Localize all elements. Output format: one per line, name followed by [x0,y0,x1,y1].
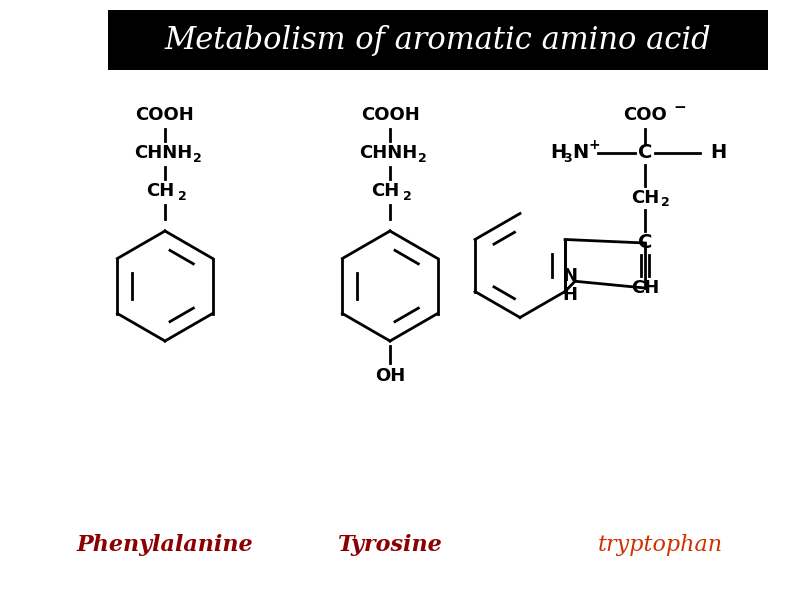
Text: 2: 2 [193,151,202,164]
Text: COOH: COOH [361,106,419,124]
Text: C: C [638,233,652,253]
Text: 2: 2 [661,196,670,209]
Bar [108,10,768,70]
Text: 3: 3 [563,152,572,166]
Text: Metabolism of aromatic amino acid: Metabolism of aromatic amino acid [165,25,711,55]
Text: CH: CH [631,279,659,297]
Text: H: H [550,143,566,163]
Text: COOH: COOH [136,106,194,124]
Text: N: N [572,143,588,163]
Text: CH: CH [146,182,174,200]
Text: 2: 2 [418,151,426,164]
Text: H: H [710,143,726,163]
Text: −: − [673,100,686,115]
Text: 2: 2 [178,190,186,202]
Text: C: C [638,143,652,163]
Text: H: H [562,286,578,304]
Text: CH: CH [371,182,399,200]
Text: CH: CH [631,189,659,207]
Text: N: N [562,267,578,285]
Text: COO: COO [623,106,667,124]
Text: +: + [588,138,600,152]
Text: Tyrosine: Tyrosine [338,534,442,556]
Text: Phenylalanine: Phenylalanine [77,534,254,556]
Text: CHNH: CHNH [359,144,417,162]
Text: OH: OH [375,367,405,385]
Text: CHNH: CHNH [134,144,192,162]
Text: tryptophan: tryptophan [598,534,722,556]
Text: 2: 2 [403,190,412,202]
